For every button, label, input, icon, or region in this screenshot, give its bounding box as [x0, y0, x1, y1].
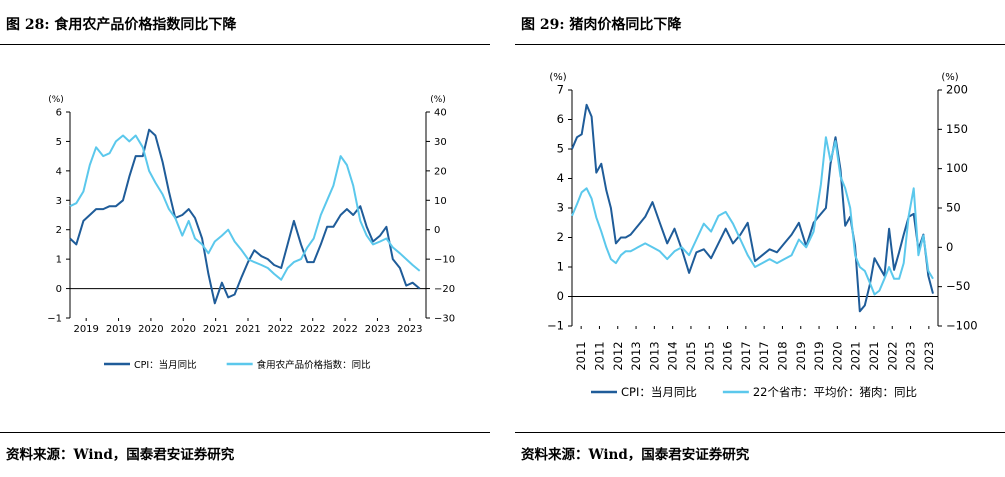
- legend-label-2: 食用农产品价格指数：同比: [257, 359, 371, 371]
- right-tick-label: −100: [946, 319, 978, 333]
- x-tick-label: 2013: [647, 341, 661, 370]
- x-tick-label: 2023: [397, 324, 422, 335]
- left-tick-label: −1: [47, 314, 62, 325]
- x-tick-label: 2021: [867, 341, 881, 370]
- left-tick-label: 1: [56, 255, 62, 266]
- left-tick-label: 2: [56, 225, 62, 236]
- legend-label-1: CPI：当月同比: [134, 359, 197, 371]
- right-tick-label: 20: [434, 166, 447, 177]
- x-tick-label: 2022: [885, 341, 899, 370]
- right-tick-label: −10: [434, 255, 455, 266]
- x-tick-label: 2023: [904, 341, 918, 370]
- x-tick-label: 2020: [830, 341, 844, 370]
- right-axis-unit: (%): [430, 95, 446, 105]
- figure-title: 图 29: 猪肉价格同比下降: [521, 17, 682, 33]
- left-tick-label: 3: [56, 196, 62, 207]
- right-tick-label: −30: [434, 314, 455, 325]
- right-tick-label: 40: [434, 108, 447, 119]
- x-tick-label: 2011: [574, 341, 588, 370]
- source-note: 资料来源：Wind，国泰君安证券研究: [6, 447, 235, 463]
- x-tick-label: 2015: [684, 341, 698, 370]
- left-tick-label: 0: [557, 289, 564, 303]
- x-tick-label: 2022: [332, 324, 357, 335]
- x-tick-label: 2017: [757, 341, 771, 370]
- source-note: 资料来源：Wind，国泰君安证券研究: [521, 447, 750, 463]
- left-tick-label: 2: [557, 230, 564, 244]
- series-line-2: [571, 136, 934, 296]
- x-tick-label: 2017: [739, 341, 753, 370]
- left-tick-label: 3: [557, 201, 564, 215]
- left-tick-label: 7: [557, 83, 564, 97]
- x-tick-label: 2019: [106, 324, 131, 335]
- right-tick-label: 200: [946, 83, 968, 97]
- left-axis-unit: (%): [48, 95, 64, 105]
- right-tick-label: 100: [946, 161, 968, 175]
- right-axis-unit: (%): [941, 72, 958, 83]
- left-tick-label: 5: [56, 137, 62, 148]
- x-tick-label: 2019: [73, 324, 98, 335]
- bottom-rule: [0, 432, 490, 433]
- bottom-rule: [515, 432, 1005, 433]
- right-tick-label: 10: [434, 196, 447, 207]
- x-tick-label: 2021: [235, 324, 260, 335]
- x-tick-label: 2023: [365, 324, 390, 335]
- series-line-1: [571, 103, 934, 313]
- right-tick-label: 150: [946, 122, 968, 136]
- right-tick-label: −20: [434, 284, 455, 295]
- left-tick-label: 5: [557, 142, 564, 156]
- x-tick-label: 2016: [721, 341, 735, 370]
- left-tick-label: 0: [56, 284, 62, 295]
- right-tick-label: 0: [434, 225, 440, 236]
- legend-label-1: CPI：当月同比: [621, 385, 697, 399]
- x-tick-label: 2018: [775, 341, 789, 370]
- x-tick-label: 2020: [138, 324, 163, 335]
- x-tick-label: 2020: [171, 324, 196, 335]
- left-tick-label: 6: [557, 112, 564, 126]
- x-tick-label: 2019: [794, 341, 808, 370]
- x-tick-label: 2013: [629, 341, 643, 370]
- legend-label-2: 22个省市：平均价：猪肉：同比: [753, 385, 917, 399]
- top-rule: [515, 44, 1005, 45]
- left-tick-label: 1: [557, 260, 564, 274]
- series-line-2: [69, 134, 421, 281]
- left-tick-label: −1: [547, 319, 564, 333]
- x-tick-label: 2019: [812, 341, 826, 370]
- left-axis-unit: (%): [549, 72, 566, 83]
- top-rule: [0, 44, 490, 45]
- x-tick-label: 2015: [702, 341, 716, 370]
- right-tick-label: −50: [946, 279, 970, 293]
- x-tick-label: 2022: [268, 324, 293, 335]
- series-line-1: [69, 128, 421, 305]
- x-tick-label: 2021: [849, 341, 863, 370]
- figure-28: 图 28: 食用农产品价格指数同比下降 −1 0 1 2 3 4 5 6 −30 −20 −10 0 1…: [0, 0, 490, 477]
- x-tick-label: 2022: [300, 324, 325, 335]
- x-tick-label: 2014: [666, 341, 680, 370]
- x-tick-label: 2011: [592, 341, 606, 370]
- left-tick-label: 4: [56, 166, 62, 177]
- right-tick-label: 30: [434, 137, 447, 148]
- x-tick-label: 2012: [611, 341, 625, 370]
- right-tick-label: 50: [946, 201, 961, 215]
- figure-title: 图 28: 食用农产品价格指数同比下降: [6, 17, 237, 33]
- right-tick-label: 0: [946, 240, 953, 254]
- left-tick-label: 6: [56, 108, 62, 119]
- figure-29: 图 29: 猪肉价格同比下降 −1 0 1 2 3 4 5 6 7 −100 −50 0 50 100 15…: [515, 0, 1005, 477]
- x-tick-label: 2021: [203, 324, 228, 335]
- left-tick-label: 4: [557, 171, 564, 185]
- x-tick-label: 2023: [922, 341, 936, 370]
